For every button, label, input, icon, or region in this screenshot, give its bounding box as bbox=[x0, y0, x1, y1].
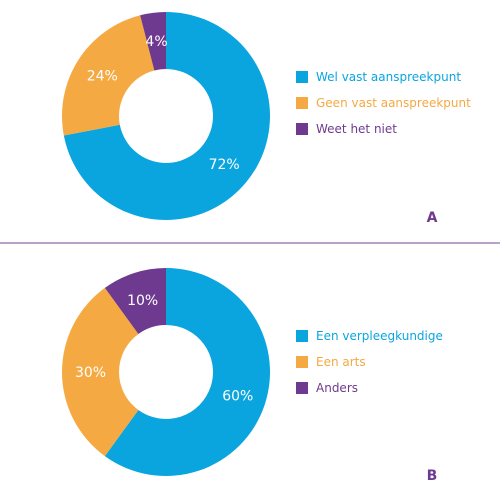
donut-slice bbox=[104, 268, 270, 476]
donut-slice bbox=[140, 12, 166, 71]
donut-slice bbox=[62, 287, 139, 457]
donut-slice bbox=[63, 12, 270, 220]
legend-entry: Een verpleegkundige bbox=[316, 329, 443, 343]
legend-entry: Een arts bbox=[316, 355, 366, 369]
slice-value-label: 30% bbox=[75, 365, 106, 381]
donut-slice bbox=[104, 268, 166, 334]
legend-entry: Anders bbox=[316, 381, 358, 395]
donut-slice bbox=[61, 15, 155, 136]
slice-value-label: 72% bbox=[209, 157, 240, 173]
legend-swatch bbox=[296, 123, 308, 135]
legend-swatch bbox=[296, 330, 308, 342]
slice-value-label: 24% bbox=[87, 69, 118, 85]
donut-chart-b: 60% 30% 10% Een verpleegkundige Een arts Ande… bbox=[62, 268, 443, 484]
legend-swatch bbox=[296, 356, 308, 368]
slice-value-label: 60% bbox=[222, 388, 253, 404]
legend-entry: Wel vast aanspreekpunt bbox=[316, 70, 461, 84]
slice-value-label: 4% bbox=[145, 34, 167, 50]
donut-chart-a: 72% 24% 4% Wel vast aanspreekpunt Geen vast … bbox=[61, 12, 471, 226]
legend-swatch bbox=[296, 97, 308, 109]
legend-swatch bbox=[296, 382, 308, 394]
panel-label: A bbox=[427, 210, 438, 226]
legend-entry: Geen vast aanspreekpunt bbox=[316, 96, 471, 110]
slice-value-label: 10% bbox=[127, 293, 158, 309]
legend-swatch bbox=[296, 71, 308, 83]
legend-entry: Weet het niet bbox=[316, 122, 397, 136]
panel-label: B bbox=[427, 468, 438, 484]
